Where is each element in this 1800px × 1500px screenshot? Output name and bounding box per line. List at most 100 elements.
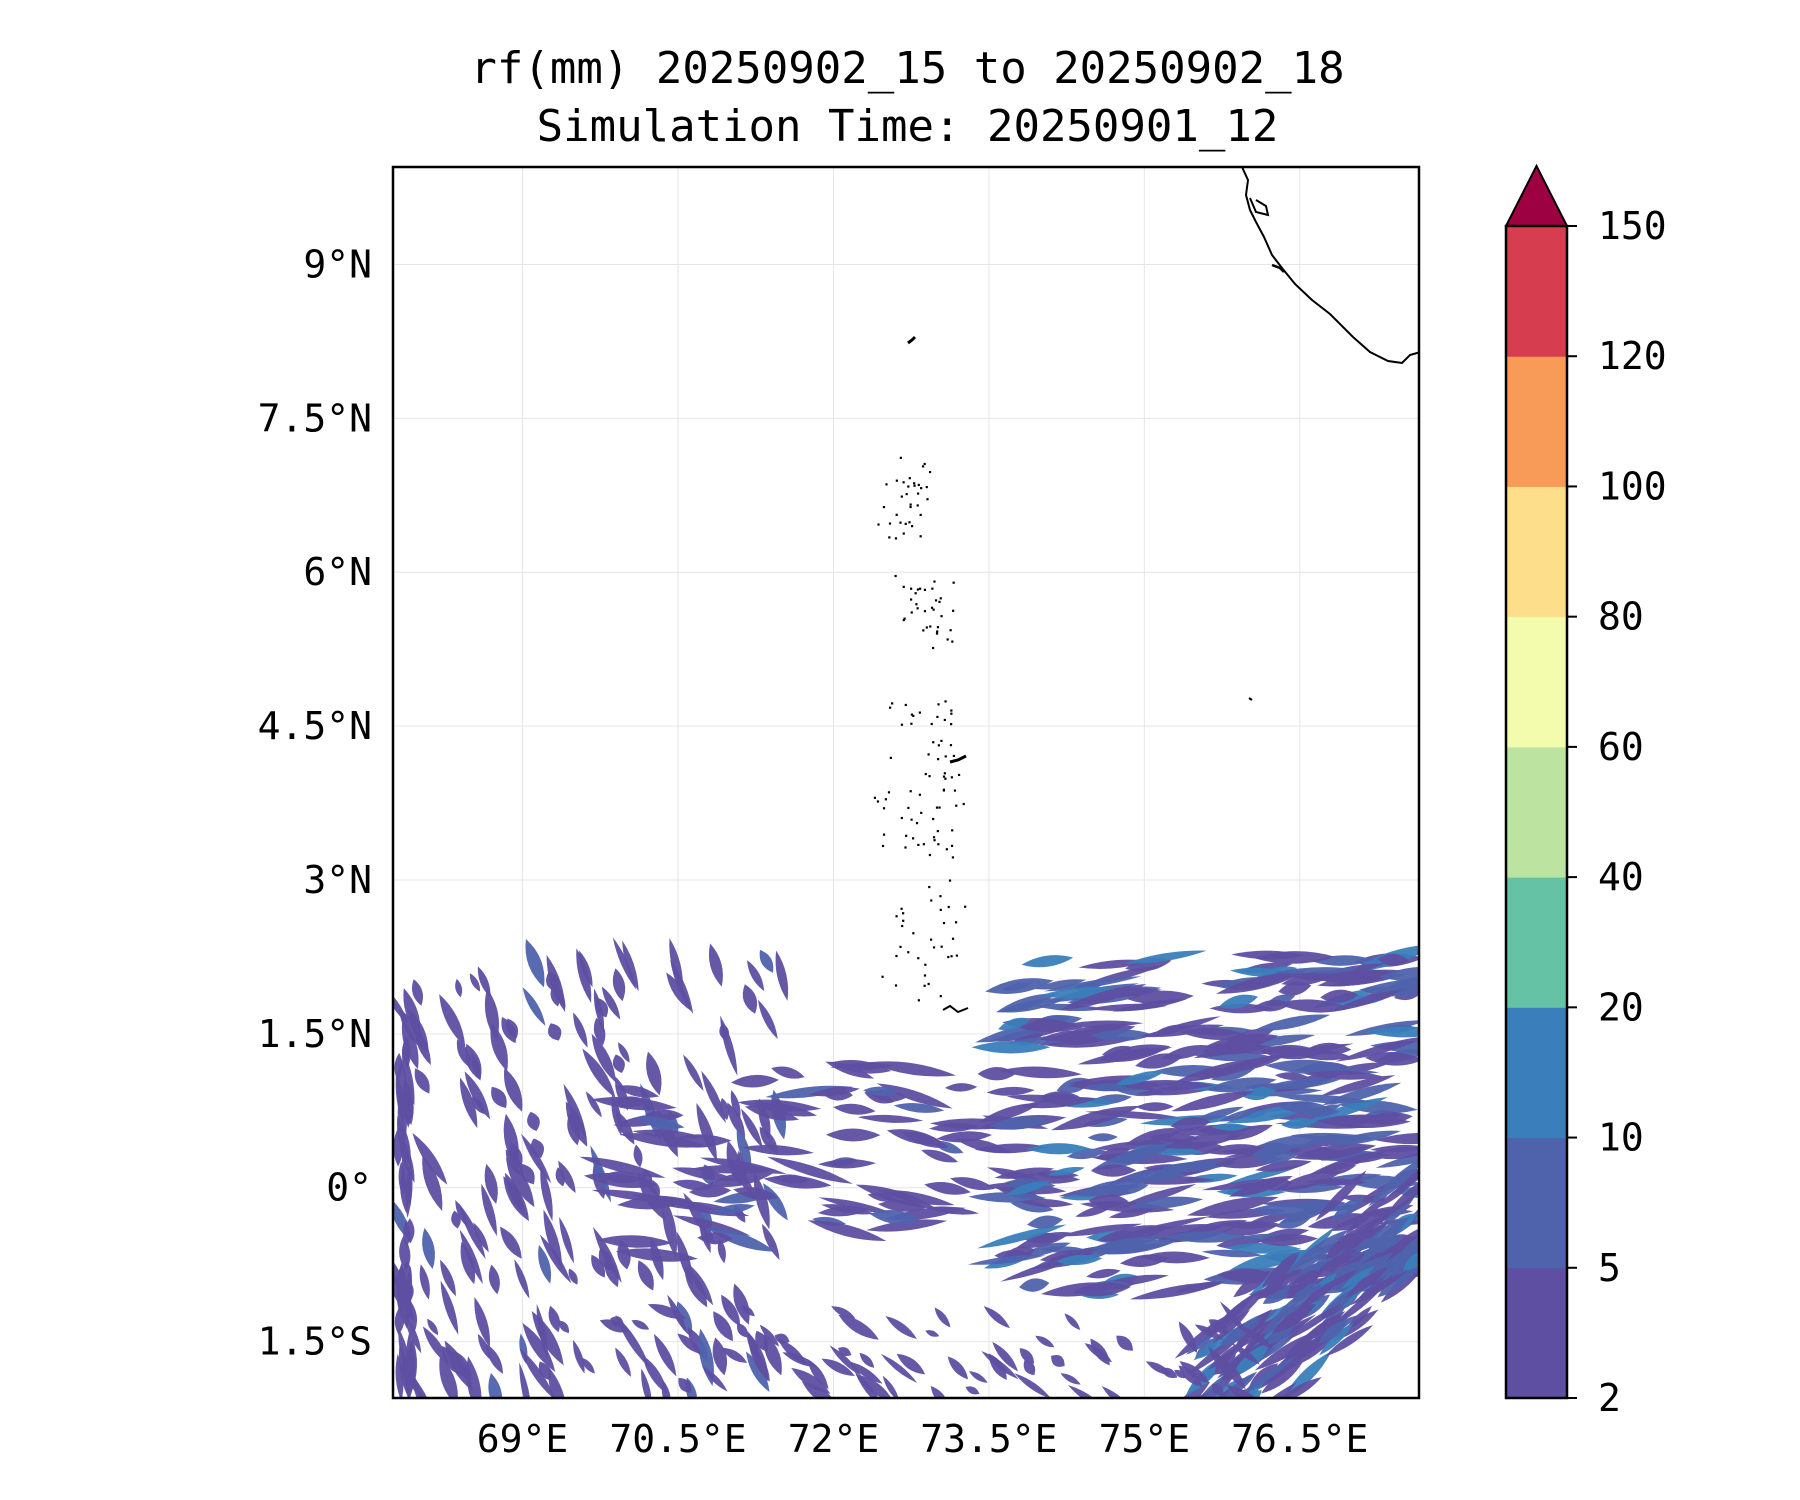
island-dot [936,829,939,833]
title-line-2: Simulation Time: 20250901_12 [536,101,1279,152]
island-dot [923,974,927,977]
rain-cell [398,1161,406,1197]
rain-cell [634,1116,685,1129]
island-dot [937,744,940,747]
coastlines [873,167,1419,1014]
rain-cell [617,1195,690,1210]
island-dot [940,739,943,742]
rain-cell [1141,1160,1239,1174]
rain-cell [525,938,545,988]
rain-cell [1087,1133,1118,1142]
rain-cell [733,1283,750,1325]
rain-cell [1304,1070,1385,1080]
rain-cell [395,1353,404,1398]
island-dot [939,895,942,898]
rain-cell [807,1220,887,1242]
colorbar-bin [1506,877,1567,1008]
island-dot [922,843,925,846]
rain-cell [736,1126,752,1172]
rain-cell [1253,1014,1331,1031]
india-coastline [1241,167,1419,365]
rain-cell [1026,1143,1091,1155]
island-dot [917,999,920,1002]
rain-cell [1390,1169,1419,1197]
island-dot [916,607,919,610]
rain-cell [672,1215,751,1236]
rain-cell [1087,1003,1168,1012]
latitude-ticks: 9°N 7.5°N 6°N 4.5°N 3°N 1.5°N 0° 1.5°S [258,242,372,1363]
rain-cell [1241,1326,1273,1349]
rain-cell [1239,1356,1296,1397]
rain-cell [637,1260,654,1291]
colorbar-label: 60 [1598,725,1644,769]
rain-cell [567,1111,581,1146]
rain-cell [1242,1086,1276,1101]
rain-cell [968,1192,1047,1203]
lakshadweep-island [907,335,917,345]
rain-cell [472,1096,485,1115]
rain-cell [538,1361,552,1381]
rain-cell [411,979,424,1006]
rain-cell [829,1345,862,1377]
colorbar-frame [1504,224,1569,1400]
rain-cell [474,1297,491,1348]
island-dot [951,640,954,643]
rain-cell [1257,1233,1319,1246]
rain-cell [1108,1207,1157,1219]
island-dot [900,816,903,820]
rain-cell [442,1345,461,1375]
rain-cell [404,1314,422,1354]
rain-cell [1040,986,1125,999]
island-dot [939,908,942,911]
island-dot [895,479,898,482]
colorbar-bin [1506,486,1567,618]
rain-cell [563,1083,587,1139]
island-dot [907,806,910,810]
rain-cell [455,978,463,998]
island-dot [931,587,934,590]
colorbar-bin [1506,1137,1567,1269]
colorbar: 2 5 10 20 40 60 80 100 120 150 [1504,163,1667,1420]
island-dot [911,837,915,840]
rain-cell [1186,1196,1279,1217]
rain-cell [531,1311,564,1366]
rain-cell [1400,1235,1419,1253]
lat-tick-label: 0° [326,1166,372,1210]
colorbar-bin [1506,746,1567,878]
island-east [1248,697,1253,701]
rain-cell [558,1160,576,1194]
rain-cell [821,1358,855,1376]
island-dot [951,937,955,940]
rain-cell [1290,1229,1349,1270]
colorbar-extend-triangle [1504,163,1569,227]
rain-cell [1276,1094,1372,1104]
island-dot [949,744,953,747]
rain-cell [612,1054,625,1074]
rain-cell [559,1320,570,1333]
rain-cell [1119,1254,1170,1268]
rain-cell [521,1133,552,1184]
rain-cell [1005,1181,1051,1195]
rain-cell [1283,1351,1332,1398]
rain-cell [672,1167,738,1182]
rain-cell [978,1103,1041,1123]
island-dot [894,984,898,987]
rain-cell [1116,1080,1215,1091]
island-dot [910,587,913,590]
island-dot [917,483,920,487]
rain-cell [1019,1278,1050,1292]
island-dot [902,919,905,922]
island-dot [903,617,906,620]
island-dot [887,791,891,794]
rain-cell [678,1377,692,1393]
rain-cell [955,1138,1012,1154]
rain-cell [880,1353,918,1383]
island-dot [919,535,922,538]
rain-cell [1162,1231,1251,1243]
rain-cell [896,1353,926,1375]
colorbar-label: 5 [1598,1246,1621,1290]
rain-cell [1212,1309,1250,1344]
rain-cell [777,1338,808,1366]
colorbar-label: 20 [1598,985,1644,1029]
colorbar-label: 10 [1598,1116,1644,1160]
